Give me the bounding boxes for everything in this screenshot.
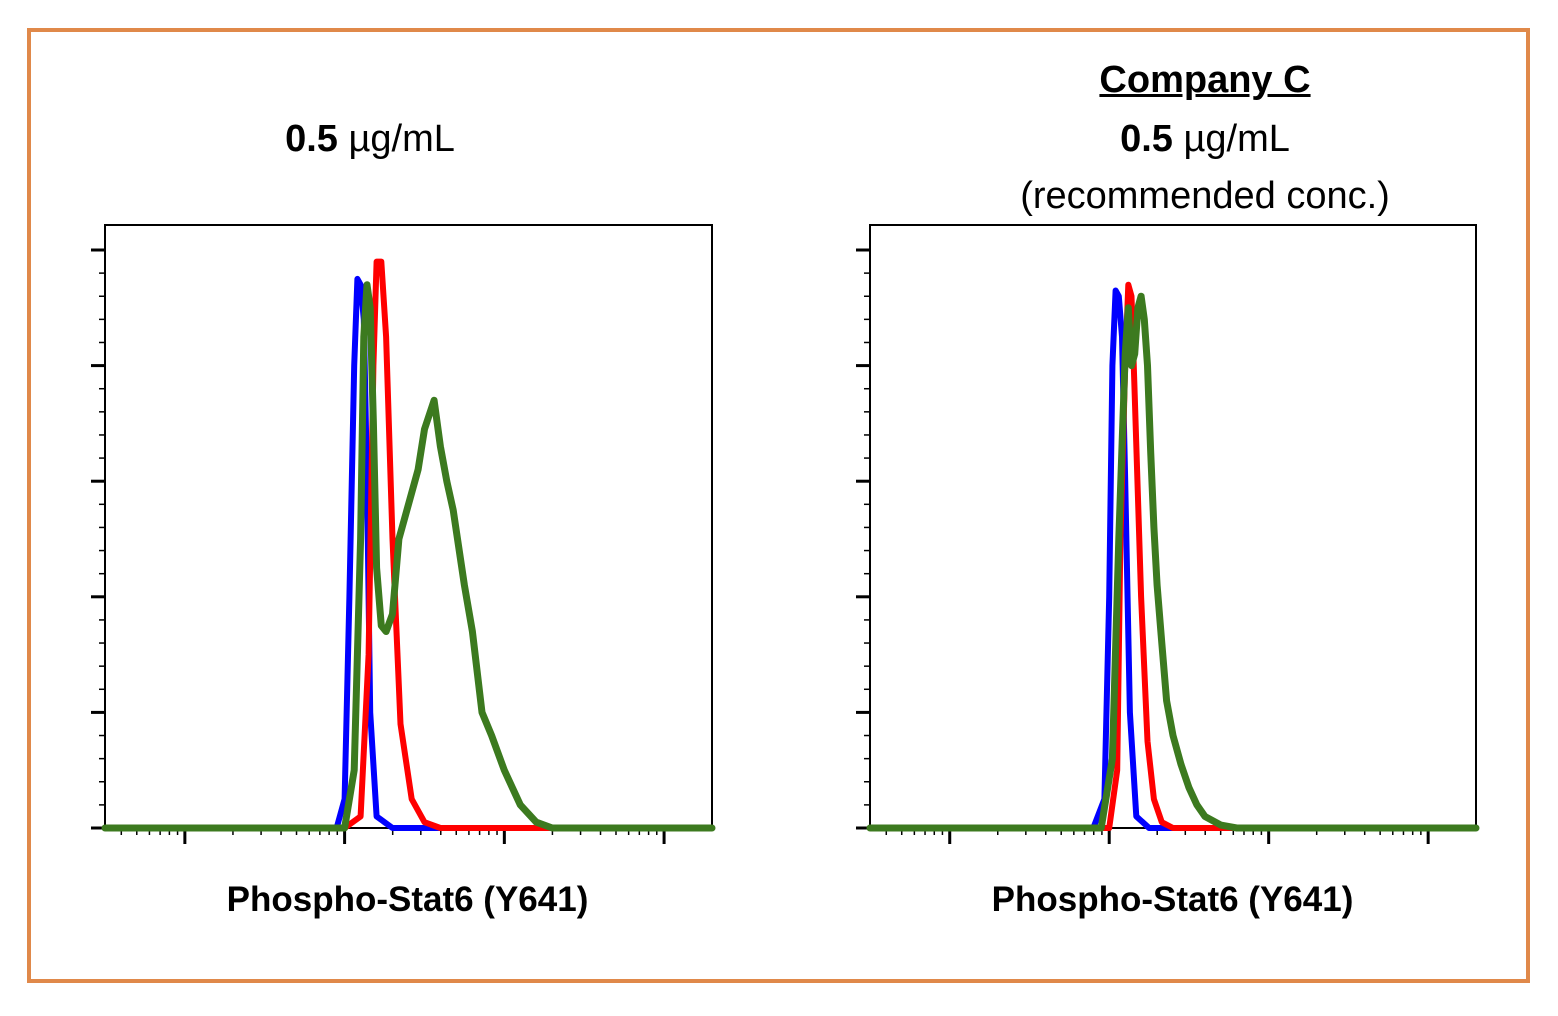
panel-1-title-value: 0.5 bbox=[285, 118, 338, 160]
series-line-3 bbox=[101, 281, 716, 832]
panel-2-title: 0.5 µg/mL bbox=[1005, 110, 1405, 168]
figure-frame bbox=[27, 28, 1530, 983]
series-line-1 bbox=[102, 275, 715, 831]
panel-2-xlabel: Phospho-Stat6 (Y641) bbox=[991, 880, 1354, 919]
panel-1-title-unit: µg/mL bbox=[348, 118, 455, 160]
panel-1-xlabel: Phospho-Stat6 (Y641) bbox=[226, 880, 589, 919]
panel-1-title: 0.5 µg/mL bbox=[170, 110, 570, 168]
panel-2-title-unit: µg/mL bbox=[1183, 118, 1290, 160]
series-line-3 bbox=[866, 292, 1480, 832]
panel-2-header: Company C bbox=[1099, 59, 1311, 101]
panel-2-note: (recommended conc.) bbox=[1020, 175, 1390, 217]
series-line-2 bbox=[102, 258, 715, 831]
panel-2-title-value: 0.5 bbox=[1120, 118, 1173, 160]
